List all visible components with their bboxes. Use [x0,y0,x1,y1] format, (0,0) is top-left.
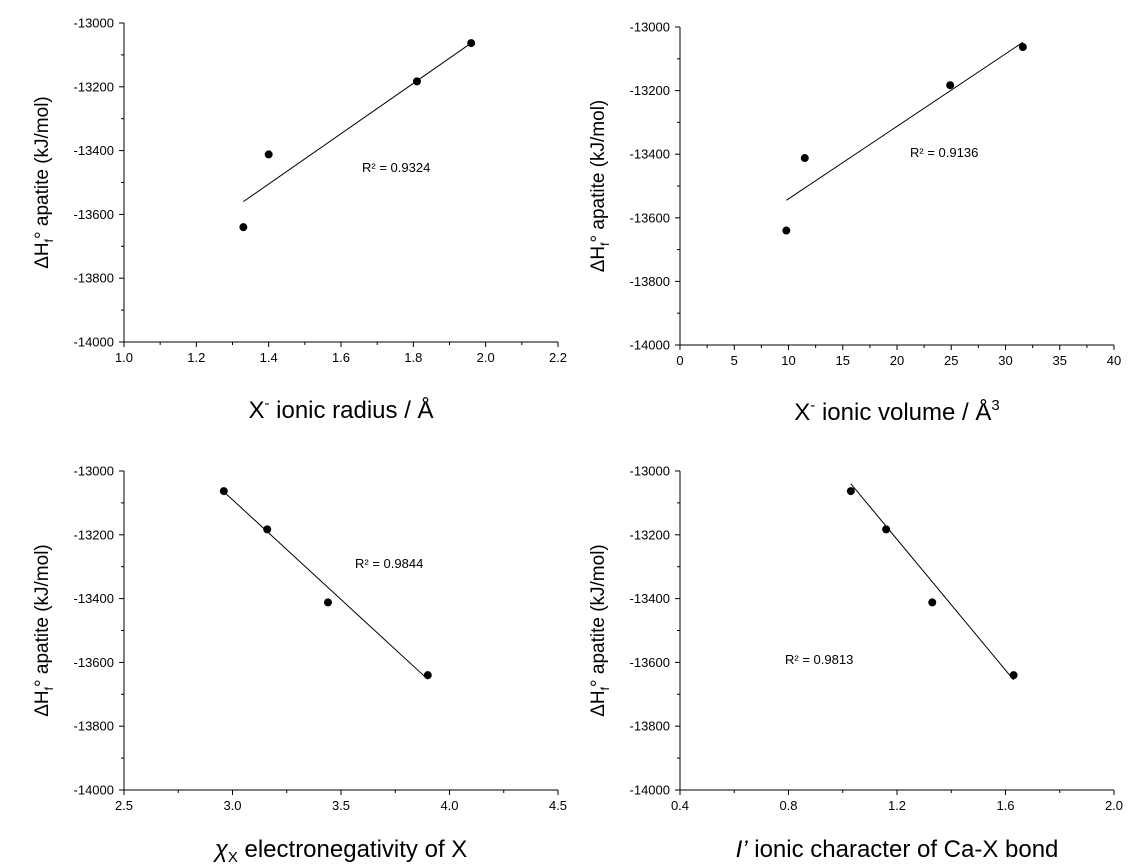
x-axis-label: I’ ionic character of Ca-X bond [736,836,1059,863]
chart-panel-2: -13000 -13200 -13400 -13600 -13800 -14000 0 5 10… [588,20,1121,427]
y-tick-label: -14000 [630,338,670,353]
r-squared-label: R² = 0.9813 [785,652,853,667]
data-point [882,525,891,534]
x-tick-label: 3.5 [332,798,350,813]
x-tick-label: 1.4 [260,350,278,365]
x-axis-label: X- ionic radius / Å [248,395,433,424]
data-point [219,487,228,496]
data-point [323,598,332,607]
fit-line [223,491,429,680]
y-tick-label: -13600 [74,655,114,670]
y-tick-label: -13000 [630,464,670,479]
y-tick-label: -13000 [74,16,114,31]
data-point [846,487,855,496]
r-squared-label: R² = 0.9324 [362,160,430,175]
x-tick-label: 0.4 [671,798,689,813]
data-point [412,77,421,86]
x-tick-label: 1.6 [332,350,350,365]
x-tick-label: 4.0 [440,798,458,813]
x-tick-label: 2.0 [477,350,495,365]
x-tick-label: 4.5 [549,798,567,813]
data-point [1009,671,1018,680]
fit-line [243,42,472,203]
y-tick-label: -13600 [630,210,670,225]
data-point [782,226,791,235]
y-axis-label: ΔHf° apatite (kJ/mol) [32,96,56,269]
y-tick-label: -13200 [630,83,670,98]
x-tick-label: 5 [731,353,738,368]
x-tick-label: 2.5 [115,798,133,813]
r-squared-label: R² = 0.9136 [910,145,978,160]
x-axis-label: X- ionic volume / Å3 [794,397,999,426]
y-tick-label: -13400 [630,591,670,606]
x-tick-label: 0 [676,353,683,368]
x-tick-label: 1.8 [404,350,422,365]
y-tick-label: -13800 [74,719,114,734]
y-tick-label: -13600 [74,207,114,222]
y-tick-label: -13400 [74,591,114,606]
data-point [1018,43,1027,52]
data-point [800,154,809,163]
x-tick-label: 30 [998,353,1012,368]
y-axis-label: ΔHf° apatite (kJ/mol) [588,544,612,717]
y-tick-label: -13400 [630,147,670,162]
x-tick-label: 25 [944,353,958,368]
y-tick-label: -13800 [630,719,670,734]
y-tick-label: -13000 [630,20,670,35]
data-point [467,39,476,48]
x-tick-label: 20 [890,353,904,368]
data-point [928,598,937,607]
x-tick-label: 1.0 [115,350,133,365]
y-tick-label: -13200 [630,527,670,542]
y-tick-label: -13800 [74,271,114,286]
x-tick-label: 35 [1053,353,1067,368]
y-tick-label: -13800 [630,274,670,289]
x-axis-label: χX electronegativity of X [213,836,468,866]
x-tick-label: 1.6 [996,798,1014,813]
fit-line [850,483,1015,681]
data-point [263,525,272,534]
y-tick-label: -14000 [74,783,114,798]
data-point [239,223,248,232]
data-point [423,671,432,680]
y-tick-label: -14000 [74,335,114,350]
x-tick-label: 2.0 [1105,798,1123,813]
y-tick-label: -13400 [74,143,114,158]
x-tick-label: 0.8 [779,798,797,813]
data-point [264,150,273,159]
x-tick-label: 2.2 [549,350,567,365]
y-tick-label: -14000 [630,783,670,798]
x-tick-label: 1.2 [187,350,205,365]
r-squared-label: R² = 0.9844 [355,556,423,571]
y-tick-label: -13000 [74,464,114,479]
x-tick-label: 1.2 [888,798,906,813]
x-tick-label: 10 [781,353,795,368]
y-tick-label: -13200 [74,79,114,94]
y-axis-label: ΔHf° apatite (kJ/mol) [588,100,612,273]
data-point [946,81,955,90]
y-axis-label: ΔHf° apatite (kJ/mol) [32,544,56,717]
y-tick-label: -13600 [630,655,670,670]
x-tick-label: 3.0 [223,798,241,813]
x-tick-label: 40 [1107,353,1121,368]
x-tick-label: 15 [836,353,850,368]
fit-line [786,41,1024,201]
y-tick-label: -13200 [74,527,114,542]
